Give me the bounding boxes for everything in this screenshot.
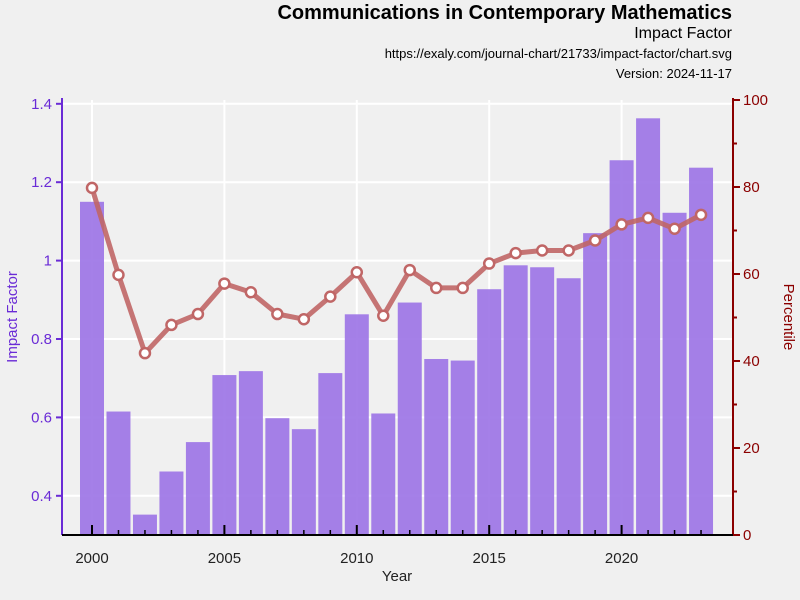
bar [583,233,608,535]
percentile-point [403,263,417,277]
y-left-tick-label: 1.4 [31,96,52,113]
bar [450,360,475,535]
bar [689,167,714,536]
bar [318,373,343,535]
percentile-point [244,286,258,299]
percentile-point [615,218,628,231]
percentile-point [85,181,99,195]
x-tick-label: 2000 [75,550,108,567]
percentile-point [191,307,205,321]
bar [662,212,687,535]
percentile-point [165,318,178,332]
y-left-tick-label: 0.4 [31,488,52,505]
percentile-point [509,246,522,260]
bar [80,201,104,536]
y-right-tick-label: 80 [743,179,760,196]
bar [238,371,263,535]
y-right-tick-label: 100 [743,92,768,109]
bar [159,471,184,535]
bar [503,265,528,535]
axes: 0.4 0.6 0.8 1 1.2 1.4 0 20 40 60 80 100 2000 2005 2010… [31,92,768,567]
bar [424,358,449,535]
percentile-point [562,244,575,257]
chart-source-url: https://exaly.com/journal-chart/21733/im… [384,46,732,61]
y-right-tick-label: 20 [743,440,760,457]
x-tick-label: 2020 [605,550,638,567]
bar [291,429,316,535]
chart-title: Communications in Contemporary Mathemati… [277,2,732,24]
percentile-point [218,277,231,290]
percentile-point [138,346,152,360]
percentile-point [429,281,443,295]
x-axis-label: Year [382,568,412,585]
percentile-point [350,266,364,279]
bar [132,514,157,535]
percentile-point [377,309,390,323]
bar [530,267,555,535]
percentile-point [456,281,469,295]
y-right-tick-label: 60 [743,266,760,283]
percentile-point [297,312,311,326]
percentile-point [535,244,549,257]
bar [185,442,210,535]
x-tick-label: 2015 [473,550,506,567]
chart-subtitle: Impact Factor [634,25,732,42]
bar [397,302,422,535]
percentile-point [271,307,284,321]
bar [344,314,369,535]
y-left-tick-label: 1 [44,253,52,270]
percentile-point [641,211,655,225]
y-axis-left-label: Impact Factor [4,271,21,363]
bar [371,413,396,535]
percentile-point [588,234,602,247]
y-left-tick-label: 1.2 [31,174,52,191]
bar-series [80,118,714,536]
line-series [85,181,708,360]
x-tick-label: 2010 [340,550,373,567]
bar [636,118,661,535]
chart-version: Version: 2024-11-17 [615,66,732,81]
percentile-point [694,208,708,222]
y-left-tick-label: 0.6 [31,409,52,426]
x-tick-label: 2005 [208,550,241,567]
percentile-point [324,290,337,303]
bar [609,160,634,536]
bar [106,411,131,535]
y-right-tick-label: 0 [743,527,751,544]
y-left-tick-label: 0.8 [31,331,52,348]
y-axis-right-label: Percentile [780,284,797,351]
percentile-point [668,222,681,236]
percentile-point [482,257,496,270]
bar [265,418,290,535]
bar [477,289,502,535]
y-right-tick-label: 40 [743,353,760,370]
bar [212,375,237,535]
bar [556,278,581,535]
percentile-point [112,268,125,282]
